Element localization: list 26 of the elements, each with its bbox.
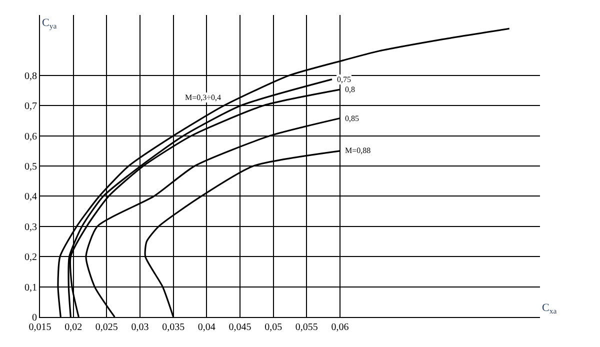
x-tick-label: 0,04 bbox=[198, 322, 216, 333]
y-tick-label: 0,5 bbox=[24, 162, 37, 172]
y-tick-label: 0,1 bbox=[24, 282, 37, 294]
annotation: 0,8 bbox=[345, 85, 355, 94]
x-tick-label: 0,06 bbox=[331, 322, 349, 333]
y-tick-label: 0 bbox=[32, 312, 37, 324]
y-tick-label: 0,8 bbox=[24, 70, 37, 82]
annotation: 0,75 bbox=[337, 75, 351, 84]
x-tick-label: 0,02 bbox=[64, 322, 82, 333]
y-tick-label: 0,6 bbox=[24, 131, 37, 142]
y-tick-label: 0,4 bbox=[24, 192, 37, 203]
x-tick-label: 0,035 bbox=[162, 322, 185, 333]
x-tick-label: 0,03 bbox=[131, 322, 149, 333]
annotation: M=0,3÷0,4 bbox=[185, 93, 222, 102]
x-tick-label: 0,025 bbox=[95, 322, 118, 333]
annotation: 0,85 bbox=[345, 114, 359, 123]
x-axis-title: C$_{xa}$ bbox=[542, 302, 558, 316]
y-tick-label: 0,7 bbox=[24, 101, 37, 112]
annotation: M=0,88 bbox=[345, 146, 371, 155]
x-tick-label: 0,055 bbox=[295, 322, 318, 333]
x-tick-label: 0,05 bbox=[264, 322, 282, 333]
x-tick-label: 0,015 bbox=[28, 322, 52, 333]
x-tick-label: 0,045 bbox=[228, 322, 252, 333]
y-tick-label: 0,2 bbox=[24, 252, 37, 264]
y-tick-label: 0,3 bbox=[24, 222, 37, 233]
y-axis-title: C$_{ya}$ bbox=[42, 17, 58, 30]
